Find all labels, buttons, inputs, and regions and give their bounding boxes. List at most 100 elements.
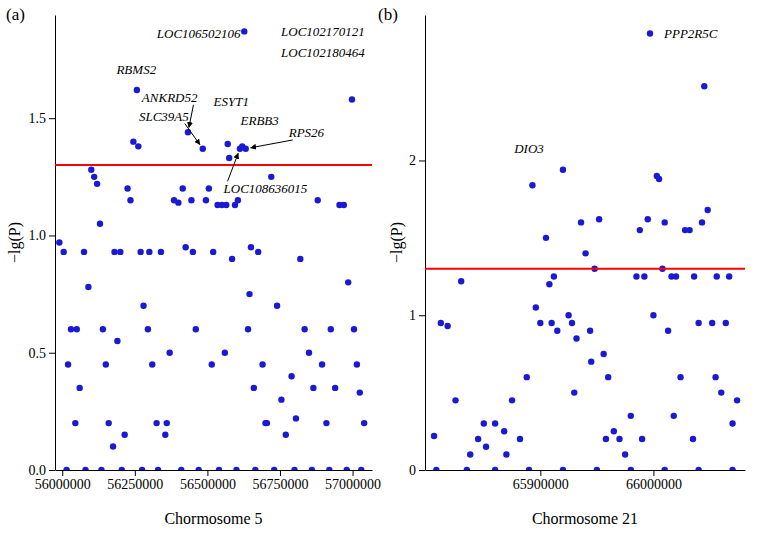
point — [124, 185, 130, 191]
x-tick-mark — [280, 470, 281, 476]
y-axis: 0.00.51.01.5 — [29, 16, 56, 478]
x-tick-label: 56000000 — [35, 477, 91, 492]
point — [529, 182, 535, 188]
point — [726, 273, 732, 279]
annotation-arrow — [228, 153, 239, 181]
point — [127, 197, 133, 203]
y-axis-line — [55, 16, 56, 471]
point — [251, 385, 257, 391]
point — [569, 320, 575, 326]
x-tick-mark — [135, 470, 136, 476]
y-tick-mark — [419, 315, 425, 316]
point — [551, 273, 557, 279]
point — [175, 199, 181, 205]
figure: 5600000056250000565000005675000057000000… — [0, 0, 760, 540]
point — [146, 249, 152, 255]
point — [255, 249, 261, 255]
point — [63, 467, 69, 470]
y-tick-label: 1.5 — [29, 111, 47, 126]
point — [200, 145, 206, 151]
point — [56, 239, 62, 245]
point — [533, 304, 539, 310]
point — [714, 273, 720, 279]
point — [166, 350, 172, 356]
point — [605, 374, 611, 380]
point — [573, 335, 579, 341]
point — [671, 413, 677, 419]
y-tick-mark — [49, 235, 55, 236]
x-tick-mark — [353, 470, 354, 476]
point — [594, 467, 600, 470]
point — [357, 389, 363, 395]
annotations: DIO3PPP2R5C — [513, 26, 718, 156]
point — [690, 436, 696, 442]
point — [582, 250, 588, 256]
point — [223, 202, 229, 208]
point — [323, 420, 329, 426]
point — [628, 413, 634, 419]
point — [225, 141, 231, 147]
point — [268, 174, 274, 180]
x-tick-label: 65900000 — [513, 477, 569, 492]
x-tick-label: 56500000 — [180, 477, 236, 492]
point — [546, 281, 552, 287]
point — [61, 249, 67, 255]
point — [481, 420, 487, 426]
y-tick-mark — [419, 470, 425, 471]
point — [283, 432, 289, 438]
point — [94, 181, 100, 187]
point — [723, 320, 729, 326]
x-axis-line — [426, 470, 746, 471]
point — [246, 291, 252, 297]
point — [560, 467, 566, 470]
point — [110, 443, 116, 449]
point — [509, 397, 515, 403]
y-tick-label: 0.5 — [29, 346, 47, 361]
point — [188, 197, 194, 203]
annotations: LOC106502106RBMS2ANKRD52SLC39A5ESYT1ERBB… — [115, 24, 365, 196]
point — [458, 278, 464, 284]
point — [354, 361, 360, 367]
y-axis-title: −lg(P) — [388, 222, 406, 263]
point — [114, 338, 120, 344]
point — [637, 227, 643, 233]
gene-label: ESYT1 — [213, 94, 249, 109]
point — [274, 303, 280, 309]
point — [501, 428, 507, 434]
gene-label: LOC108636015 — [223, 181, 308, 196]
point — [587, 328, 593, 334]
point — [248, 244, 254, 250]
point — [182, 244, 188, 250]
threshold-line — [425, 268, 745, 270]
point — [596, 216, 602, 222]
point — [155, 467, 161, 470]
y-tick: 0.5 — [29, 346, 56, 361]
point — [81, 249, 87, 255]
point — [467, 451, 473, 457]
point — [262, 420, 268, 426]
point — [235, 197, 241, 203]
x-tick: 56500000 — [180, 470, 236, 492]
gene-label: RBMS2 — [115, 62, 156, 77]
x-axis-line — [56, 470, 373, 471]
point — [134, 87, 140, 93]
y-tick-mark — [49, 470, 55, 471]
point — [712, 374, 718, 380]
point — [301, 326, 307, 332]
point — [149, 361, 155, 367]
y-tick-label: 0 — [409, 463, 416, 478]
y-axis-line — [425, 16, 426, 471]
y-axis: 012 — [409, 16, 426, 478]
point — [111, 249, 117, 255]
point — [153, 420, 159, 426]
gene-label: ERBB3 — [240, 113, 280, 128]
point — [554, 328, 560, 334]
point — [647, 30, 653, 36]
point — [65, 361, 71, 367]
point — [645, 216, 651, 222]
point — [271, 467, 277, 470]
point — [145, 326, 151, 332]
point — [526, 467, 532, 470]
point — [209, 361, 215, 367]
point — [97, 221, 103, 227]
